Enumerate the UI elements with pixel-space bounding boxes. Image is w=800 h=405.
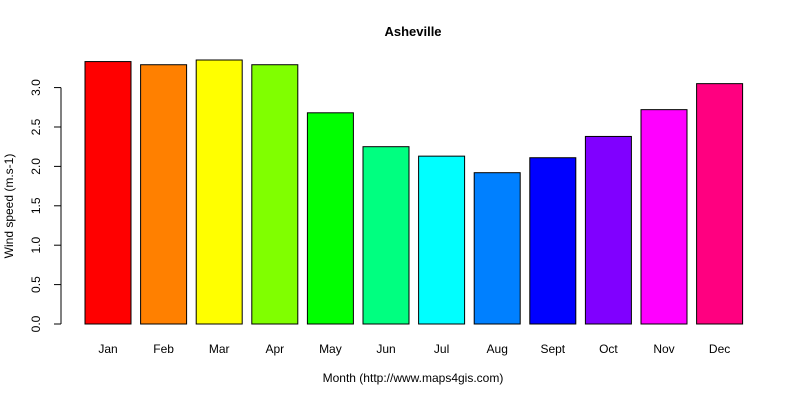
bar-jun [362, 146, 410, 325]
y-tick-label: 1.0 [29, 237, 43, 254]
y-tick-label: 2.0 [29, 158, 43, 175]
bar-nov [640, 109, 688, 325]
x-tick-label: Jun [376, 342, 395, 356]
y-axis: 0.0 0.5 1.0 1.5 2.0 2.5 3.0 [29, 79, 62, 332]
x-axis-label: Month (http://www.maps4gis.com) [323, 371, 504, 385]
y-tick-label: 2.5 [29, 118, 43, 135]
bar-sept [529, 157, 577, 325]
x-tick-label: Dec [709, 342, 730, 356]
x-tick-label: Feb [153, 342, 174, 356]
y-tick-label: 1.5 [29, 197, 43, 214]
bar-mar [195, 59, 243, 325]
bar-jan [84, 61, 132, 325]
x-tick-label: Oct [599, 342, 618, 356]
bar-oct [584, 135, 632, 325]
bar-feb [140, 64, 188, 325]
x-tick-label: Mar [209, 342, 230, 356]
x-tick-label: Jan [98, 342, 117, 356]
bar-group [84, 59, 744, 325]
x-tick-labels: Jan Feb Mar Apr May Jun Jul Aug Sept Oct Nov Dec [98, 342, 730, 356]
y-tick-label: 0.0 [29, 315, 43, 332]
bar-apr [251, 64, 299, 325]
bar-jul [418, 155, 466, 325]
x-tick-label: Nov [653, 342, 674, 356]
y-tick-label: 0.5 [29, 276, 43, 293]
x-tick-label: Apr [265, 342, 284, 356]
chart-title: Asheville [384, 24, 441, 39]
x-tick-label: Jul [434, 342, 449, 356]
x-tick-label: May [319, 342, 342, 356]
y-tick-label: 3.0 [29, 79, 43, 96]
x-tick-label: Sept [540, 342, 565, 356]
bar-may [306, 112, 354, 325]
bar-dec [696, 83, 744, 325]
y-axis-label: Wind speed (m.s-1) [2, 154, 16, 259]
x-tick-label: Aug [487, 342, 508, 356]
bar-aug [473, 172, 521, 325]
